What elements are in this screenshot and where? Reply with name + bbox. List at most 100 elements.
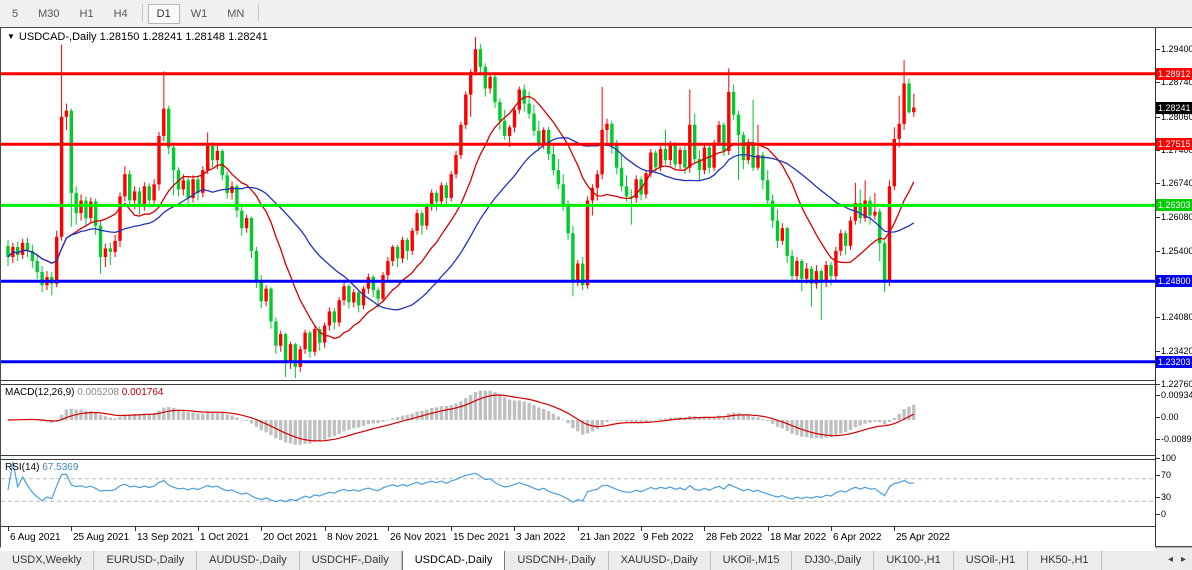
date-tick <box>768 527 769 531</box>
price-tick: 1.24080 <box>1156 313 1192 322</box>
timeframe-button-h1[interactable]: H1 <box>79 7 94 20</box>
scroll-left-icon[interactable]: ◂ <box>1167 554 1173 565</box>
timeframe-button-5[interactable]: 5 <box>12 7 19 20</box>
tab-usdchf-daily[interactable]: USDCHF-,Daily <box>300 548 402 570</box>
date-axis: 6 Aug 2021 25 Aug 2021 13 Sep 2021 1 Oct 20… <box>1 526 1155 551</box>
timeframe-buttons: 5 M30 H1 H4 D1 W1 MN <box>2 3 263 24</box>
date-label: 20 Oct 2021 <box>263 532 318 543</box>
level-price-label: 1.24800 <box>1156 275 1192 287</box>
date-label: 21 Jan 2022 <box>580 532 636 543</box>
panel-separator[interactable] <box>1 455 1155 460</box>
tabs: USDX,Weekly EURUSD-,Daily AUDUSD-,Daily USD… <box>0 548 1102 570</box>
tab-audusd-daily[interactable]: AUDUSD-,Daily <box>197 548 300 570</box>
scroll-right-icon[interactable]: ▸ <box>1180 554 1186 565</box>
rsi-axis-tick: 30 <box>1156 493 1192 502</box>
timeframe-button-h4[interactable]: H4 <box>113 7 128 20</box>
macd-axis-tick: 0.00 <box>1156 413 1192 422</box>
price-axis: 1.29400 1.28740 1.28060 1.27400 1.26740 1.260… <box>1155 28 1192 546</box>
timeframe-button-d1[interactable]: D1 <box>147 3 180 24</box>
macd-signal-line <box>7 394 915 442</box>
date-tick <box>388 527 389 531</box>
date-tick <box>704 527 705 531</box>
rsi-axis-tick: 70 <box>1156 471 1192 480</box>
date-tick <box>135 527 136 531</box>
current-price-label: 1.28241 <box>1156 102 1192 114</box>
macd-panel: MACD(12,26,9) 0.005208 0.001764 <box>1 385 1155 455</box>
date-tick <box>8 527 9 531</box>
chart-title: ▼ USDCAD-,Daily 1.28150 1.28241 1.28148 1… <box>7 31 268 43</box>
rsi-line <box>7 461 914 503</box>
price-tick: 1.23420 <box>1156 347 1192 356</box>
rsi-axis-tick: 100 <box>1156 454 1192 463</box>
ma-slow-line <box>7 137 915 311</box>
timeframe-button-mn[interactable]: MN <box>227 7 245 20</box>
tab-ukoil-m15[interactable]: UKOil-,M15 <box>711 548 793 570</box>
level-price-label: 1.26303 <box>1156 199 1192 211</box>
price-tick: 1.26740 <box>1156 179 1192 188</box>
timeframe-toolbar: 5 M30 H1 H4 D1 W1 MN <box>0 0 1192 27</box>
candlestick-chart[interactable] <box>1 28 1155 380</box>
date-label: 26 Nov 2021 <box>390 532 447 543</box>
date-label: 25 Aug 2021 <box>73 532 130 543</box>
tab-usoil-h1[interactable]: USOil-,H1 <box>954 548 1029 570</box>
main-chart-panel: ▼ USDCAD-,Daily 1.28150 1.28241 1.28148 1… <box>1 28 1155 380</box>
date-tick <box>514 527 515 531</box>
date-tick <box>641 527 642 531</box>
rsi-value: 67.5369 <box>42 462 79 473</box>
date-tick <box>578 527 579 531</box>
rsi-panel: RSI(14) 67.5369 <box>1 460 1155 526</box>
macd-axis-tick: -0.008905 <box>1156 435 1192 444</box>
macd-main-value: 0.005208 <box>77 387 119 398</box>
timeframe-button-m30[interactable]: M30 <box>38 7 60 20</box>
tab-eurusd-daily[interactable]: EURUSD-,Daily <box>94 548 198 570</box>
macd-histogram <box>6 390 916 445</box>
toolbar-divider <box>258 3 260 22</box>
date-tick <box>325 527 326 531</box>
date-label: 18 Mar 2022 <box>770 532 827 543</box>
date-label: 6 Aug 2021 <box>10 532 61 543</box>
rsi-label: RSI(14) 67.5369 <box>5 462 79 473</box>
tab-usdcnh-daily[interactable]: USDCNH-,Daily <box>505 548 609 570</box>
price-tick: 1.22760 <box>1156 380 1192 389</box>
date-tick <box>198 527 199 531</box>
timeframe-button-w1[interactable]: W1 <box>190 7 208 20</box>
date-label: 1 Oct 2021 <box>200 532 249 543</box>
date-label: 28 Feb 2022 <box>706 532 763 543</box>
tab-xauusd-daily[interactable]: XAUUSD-,Daily <box>609 548 711 570</box>
date-label: 3 Jan 2022 <box>516 532 566 543</box>
tab-hk50-h1[interactable]: HK50-,H1 <box>1028 548 1102 570</box>
toolbar-divider <box>141 3 143 22</box>
candles-group <box>6 37 916 378</box>
date-label: 13 Sep 2021 <box>137 532 194 543</box>
date-tick <box>894 527 895 531</box>
chart-window: ▼ USDCAD-,Daily 1.28150 1.28241 1.28148 1… <box>0 27 1192 551</box>
tab-usdx-weekly[interactable]: USDX,Weekly <box>0 548 95 570</box>
tab-scroll-arrows: ◂ ▸ <box>1162 548 1192 570</box>
date-label: 8 Nov 2021 <box>327 532 379 543</box>
price-tick: 1.29400 <box>1156 45 1192 54</box>
level-price-label: 1.23203 <box>1156 356 1192 368</box>
price-tick: 1.27400 <box>1156 146 1192 155</box>
level-price-label: 1.28912 <box>1156 68 1192 80</box>
date-label: 6 Apr 2022 <box>833 532 882 543</box>
symbol-dropdown-icon[interactable]: ▼ <box>7 32 15 41</box>
date-label: 25 Apr 2022 <box>896 532 950 543</box>
date-tick <box>71 527 72 531</box>
price-tick: 1.26080 <box>1156 213 1192 222</box>
plot-stack: ▼ USDCAD-,Daily 1.28150 1.28241 1.28148 1… <box>1 28 1155 551</box>
rsi-axis-tick: 0 <box>1156 510 1192 519</box>
price-tick: 1.28740 <box>1156 78 1192 87</box>
tab-uk100-h1[interactable]: UK100-,H1 <box>874 548 954 570</box>
ohlc-values: 1.28150 1.28241 1.28148 1.28241 <box>99 31 268 43</box>
date-tick <box>451 527 452 531</box>
date-tick <box>261 527 262 531</box>
tab-usdcad-daily[interactable]: USDCAD-,Daily <box>401 548 506 570</box>
panel-separator[interactable] <box>1 380 1155 385</box>
symbol-title: USDCAD-,Daily <box>18 31 97 43</box>
date-label: 9 Feb 2022 <box>643 532 694 543</box>
price-tick: 1.25400 <box>1156 247 1192 256</box>
date-tick <box>831 527 832 531</box>
price-tick: 1.28060 <box>1156 113 1192 122</box>
macd-axis-tick: 0.009345 <box>1156 391 1192 400</box>
tab-dj30-daily[interactable]: DJ30-,Daily <box>792 548 875 570</box>
